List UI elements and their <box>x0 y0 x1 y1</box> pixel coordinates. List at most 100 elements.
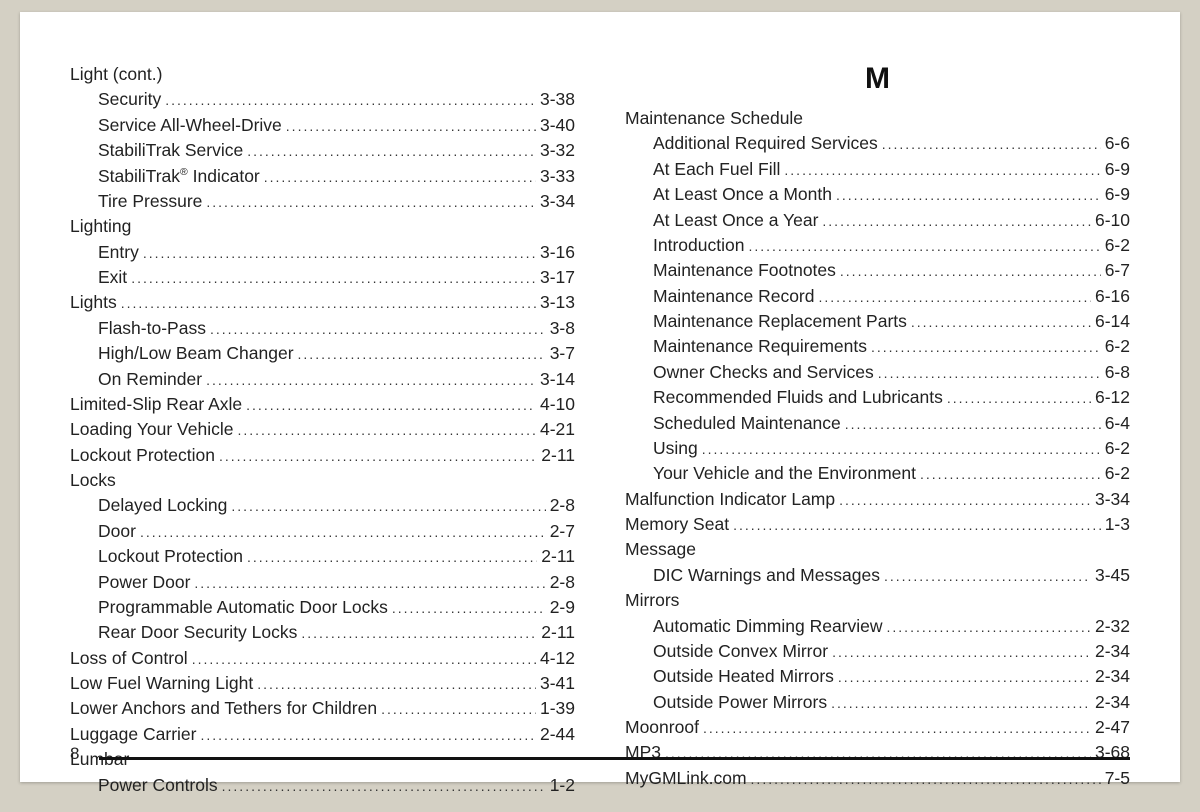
toc-entry: Loading Your Vehicle4-21 <box>70 417 575 442</box>
toc-entry-page: 2-34 <box>1095 690 1130 715</box>
toc-entry: Memory Seat1-3 <box>625 512 1130 537</box>
toc-entry: Using6-2 <box>625 436 1130 461</box>
toc-entry-label: Programmable Automatic Door Locks <box>98 595 388 620</box>
toc-leader-dots <box>222 773 546 798</box>
toc-entry-label: Flash-to-Pass <box>98 316 206 341</box>
toc-entry-label: Your Vehicle and the Environment <box>653 461 916 486</box>
toc-entry-page: 3-38 <box>540 87 575 112</box>
toc-leader-dots <box>121 290 536 315</box>
toc-entry-label: Maintenance Schedule <box>625 106 803 131</box>
toc-entry-label: Maintenance Record <box>653 284 814 309</box>
page-number: 8 <box>70 744 79 764</box>
toc-entry-label: Limited-Slip Rear Axle <box>70 392 242 417</box>
toc-entry-page: 2-34 <box>1095 664 1130 689</box>
toc-entry-label: Lockout Protection <box>70 443 215 468</box>
toc-entry-label: Malfunction Indicator Lamp <box>625 487 835 512</box>
toc-entry-page: 6-9 <box>1105 157 1130 182</box>
toc-entry-page: 3-7 <box>550 341 575 366</box>
toc-entry-page: 6-14 <box>1095 309 1130 334</box>
toc-entry: Tire Pressure 3-34 <box>70 189 575 214</box>
toc-entry-label: Door <box>98 519 136 544</box>
toc-entry: Moonroof2-47 <box>625 715 1130 740</box>
toc-entry: Door2-7 <box>70 519 575 544</box>
page-footer: 8 <box>70 744 1130 760</box>
toc-entry-page: 6-2 <box>1105 233 1130 258</box>
toc-leader-dots <box>836 182 1101 207</box>
toc-entry-label: Memory Seat <box>625 512 729 537</box>
index-page: Light (cont.)Security 3-38Service All-Whe… <box>20 12 1180 782</box>
toc-entry-label: Loss of Control <box>70 646 188 671</box>
toc-leader-dots <box>392 595 546 620</box>
toc-entry-label: Tire Pressure <box>98 189 202 214</box>
toc-leader-dots <box>246 392 536 417</box>
toc-leader-dots <box>219 443 537 468</box>
toc-entry-page: 2-9 <box>550 595 575 620</box>
toc-entry-page: 7-5 <box>1105 766 1130 791</box>
toc-entry-page: 3-16 <box>540 240 575 265</box>
toc-leader-dots <box>257 671 536 696</box>
toc-entry-label: At Each Fuel Fill <box>653 157 780 182</box>
toc-entry-page: 2-32 <box>1095 614 1130 639</box>
toc-entry-page: 2-11 <box>541 443 575 468</box>
toc-entry-page: 3-34 <box>1095 487 1130 512</box>
toc-leader-dots <box>822 208 1091 233</box>
toc-leader-dots <box>839 487 1091 512</box>
toc-entry-label: Lighting <box>70 214 131 239</box>
toc-entry: Maintenance Footnotes6-7 <box>625 258 1130 283</box>
toc-leader-dots <box>882 131 1101 156</box>
toc-entry-label: Recommended Fluids and Lubricants <box>653 385 943 410</box>
toc-entry-label: Power Controls <box>98 773 218 798</box>
toc-entry-page: 6-10 <box>1095 208 1130 233</box>
toc-entry: At Each Fuel Fill 6-9 <box>625 157 1130 182</box>
registered-mark: ® <box>180 166 188 178</box>
toc-entry: DIC Warnings and Messages3-45 <box>625 563 1130 588</box>
toc-entry: Power Door2-8 <box>70 570 575 595</box>
toc-leader-dots <box>947 385 1091 410</box>
footer-rule <box>99 757 1130 760</box>
toc-entry-page: 1-39 <box>540 696 575 721</box>
toc-leader-dots <box>784 157 1100 182</box>
toc-entry: At Least Once a Month6-9 <box>625 182 1130 207</box>
toc-leader-dots <box>210 316 546 341</box>
toc-leader-dots <box>911 309 1091 334</box>
toc-entry: Loss of Control4-12 <box>70 646 575 671</box>
toc-entry-label: Light (cont.) <box>70 62 162 87</box>
toc-entry-page: 3-40 <box>540 113 575 138</box>
toc-entry-label: Security <box>98 87 161 112</box>
toc-entry: Lower Anchors and Tethers for Children1-… <box>70 696 575 721</box>
toc-entry-page: 6-4 <box>1105 411 1130 436</box>
toc-entry: Flash-to-Pass3-8 <box>70 316 575 341</box>
toc-entry-label: Maintenance Requirements <box>653 334 867 359</box>
toc-entry: On Reminder3-14 <box>70 367 575 392</box>
toc-entry-label: Low Fuel Warning Light <box>70 671 253 696</box>
toc-entry-page: 2-11 <box>541 620 575 645</box>
toc-entry-page: 2-34 <box>1095 639 1130 664</box>
toc-entry: Recommended Fluids and Lubricants6-12 <box>625 385 1130 410</box>
toc-entry-label: High/Low Beam Changer <box>98 341 294 366</box>
toc-leader-dots <box>143 240 536 265</box>
toc-leader-dots <box>818 284 1090 309</box>
toc-leader-dots <box>206 367 536 392</box>
toc-leader-dots <box>733 512 1101 537</box>
toc-entry-label: Loading Your Vehicle <box>70 417 233 442</box>
toc-leader-dots <box>871 334 1101 359</box>
toc-entry-label: Using <box>653 436 698 461</box>
toc-entry-page: 4-10 <box>540 392 575 417</box>
toc-entry: Maintenance Record6-16 <box>625 284 1130 309</box>
toc-entry-page: 3-34 <box>540 189 575 214</box>
toc-entry: Malfunction Indicator Lamp 3-34 <box>625 487 1130 512</box>
toc-entry-label: At Least Once a Year <box>653 208 818 233</box>
toc-entry-page: 3-41 <box>540 671 575 696</box>
toc-leader-dots <box>832 639 1091 664</box>
toc-entry: Mirrors <box>625 588 1130 613</box>
toc-leader-dots <box>748 233 1100 258</box>
toc-leader-dots <box>192 646 536 671</box>
toc-column: MMaintenance ScheduleAdditional Required… <box>625 62 1130 798</box>
toc-entry-page: 3-17 <box>540 265 575 290</box>
toc-entry-page: 2-11 <box>541 544 575 569</box>
toc-leader-dots <box>286 113 536 138</box>
toc-entry: Owner Checks and Services6-8 <box>625 360 1130 385</box>
toc-entry: Service All-Wheel-Drive3-40 <box>70 113 575 138</box>
toc-entry-page: 2-47 <box>1095 715 1130 740</box>
toc-leader-dots <box>920 461 1101 486</box>
